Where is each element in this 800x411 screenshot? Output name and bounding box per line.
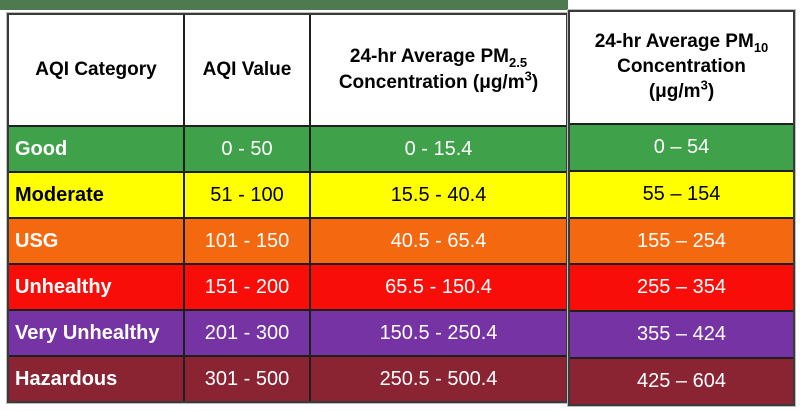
aqi-value-cell: 101 - 150 [185, 219, 311, 263]
category-cell: USG [9, 219, 185, 263]
header-pm10-concentration: 24-hr Average PM10 Concentration (μg/m3) [570, 12, 793, 125]
pm25-header-suffix: ) [531, 72, 539, 93]
pm10-header-line2: Concentration [617, 56, 746, 78]
table-row-moderate: Moderate 51 - 100 15.5 - 40.4 [9, 173, 566, 219]
pm25-cell: 15.5 - 40.4 [311, 173, 566, 217]
pm10-subscript: 10 [753, 40, 769, 56]
pm10-cell: 0 – 54 [570, 125, 793, 172]
category-cell: Moderate [9, 173, 185, 217]
table-row-good: Good 0 - 50 0 - 15.4 [9, 127, 566, 173]
pm10-column: 24-hr Average PM10 Concentration (μg/m3)… [568, 10, 795, 406]
aqi-value-cell: 201 - 300 [185, 311, 311, 355]
pm25-cell: 0 - 15.4 [311, 127, 566, 171]
top-accent-bar [0, 0, 568, 10]
pm25-header-line1: 24-hr Average PM [349, 46, 509, 68]
pm25-cell: 250.5 - 500.4 [311, 357, 566, 401]
category-cell: Very Unhealthy [9, 311, 185, 355]
pm10-header-suffix: ) [707, 80, 715, 102]
category-cell: Hazardous [9, 357, 185, 401]
table-row-usg: USG 101 - 150 40.5 - 65.4 [9, 219, 566, 265]
header-pm25-concentration: 24-hr Average PM2.5 Concentration (μg/m3… [311, 15, 566, 125]
aqi-value-cell: 151 - 200 [185, 265, 311, 309]
pm25-header-line2: Concentration ( [338, 72, 480, 93]
pm10-header-line1: 24-hr Average PM [594, 31, 754, 53]
pm25-cell: 40.5 - 65.4 [311, 219, 566, 263]
pm25-unit-superscript: 3 [524, 68, 532, 84]
aqi-value-cell: 51 - 100 [185, 173, 311, 217]
pm10-header-line3: ( [648, 80, 656, 102]
pm10-cell: 55 – 154 [570, 171, 793, 219]
pm25-cell: 150.5 - 250.4 [311, 311, 566, 355]
table-header-row: AQI Category AQI Value 24-hr Average PM2… [9, 15, 566, 127]
aqi-value-cell: 301 - 500 [185, 357, 311, 401]
table-row-hazardous: Hazardous 301 - 500 250.5 - 500.4 [9, 357, 566, 401]
pm10-cell: 255 – 354 [570, 265, 793, 313]
pm25-cell: 65.5 - 150.4 [311, 265, 566, 309]
header-aqi-category: AQI Category [9, 15, 185, 125]
table-row-unhealthy: Unhealthy 151 - 200 65.5 - 150.4 [9, 265, 566, 311]
pm25-unit: μg/m [479, 72, 525, 93]
pm10-cell: 155 – 254 [570, 218, 793, 266]
header-aqi-value: AQI Value [185, 15, 311, 125]
pm10-cell: 425 – 604 [570, 359, 793, 404]
category-cell: Unhealthy [9, 265, 185, 309]
aqi-table: AQI Category AQI Value 24-hr Average PM2… [7, 13, 568, 403]
pm25-subscript: 2.5 [509, 55, 528, 71]
pm10-unit: μg/m [655, 80, 701, 102]
pm10-cell: 355 – 424 [570, 312, 793, 360]
table-row-very-unhealthy: Very Unhealthy 201 - 300 150.5 - 250.4 [9, 311, 566, 357]
pm10-unit-superscript: 3 [700, 77, 708, 93]
category-cell: Good [9, 127, 185, 171]
aqi-value-cell: 0 - 50 [185, 127, 311, 171]
